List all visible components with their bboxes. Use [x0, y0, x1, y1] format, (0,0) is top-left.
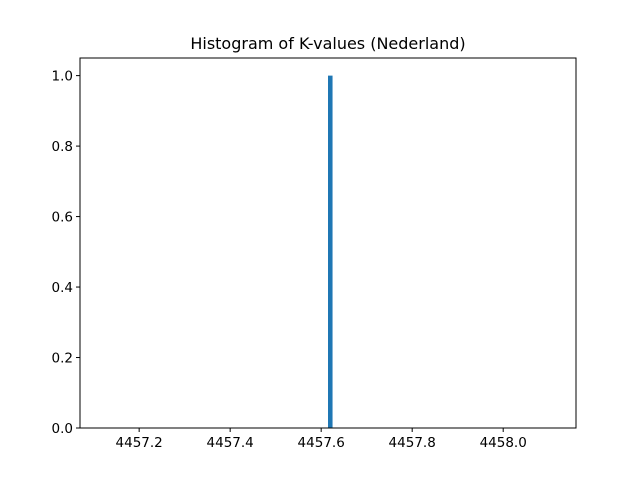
x-tick-label-0: 4457.2 [116, 435, 163, 451]
x-tick-label-1: 4457.4 [207, 435, 254, 451]
x-tick-label-3: 4457.8 [389, 435, 436, 451]
chart-title: Histogram of K-values (Nederland) [190, 34, 465, 53]
bars-group [328, 75, 333, 428]
y-tick-label-4: 0.8 [52, 139, 73, 155]
y-tick-label-5: 1.0 [52, 69, 73, 85]
y-tick-label-1: 0.2 [52, 351, 73, 367]
x-axis: 4457.2 4457.4 4457.6 4457.8 4458.0 [116, 428, 527, 451]
plot-frame [79, 57, 577, 429]
x-tick-label-2: 4457.6 [298, 435, 345, 451]
y-tick-label-3: 0.6 [52, 210, 73, 226]
histogram-bar-0 [328, 75, 333, 428]
y-tick-label-2: 0.4 [52, 280, 73, 296]
y-tick-label-0: 0.0 [52, 421, 73, 437]
y-axis: 0.0 0.2 0.4 0.6 0.8 1.0 [52, 69, 80, 437]
x-tick-label-4: 4458.0 [480, 435, 527, 451]
